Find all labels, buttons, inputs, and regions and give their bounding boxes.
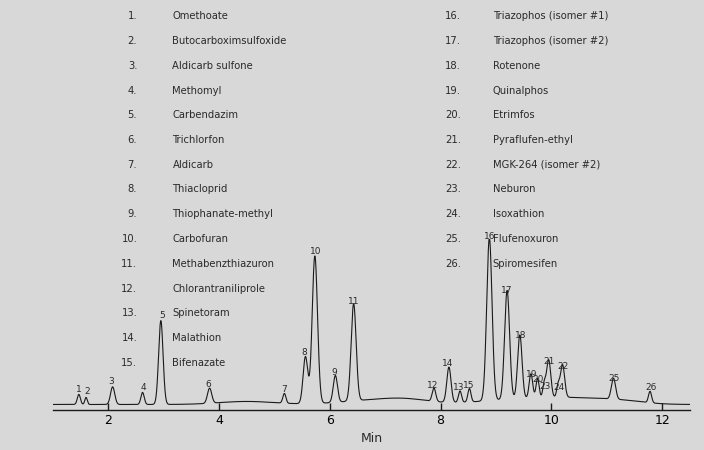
Text: Spinetoram: Spinetoram	[172, 308, 230, 318]
Text: 25: 25	[608, 374, 620, 382]
Text: 25.: 25.	[445, 234, 461, 244]
Text: 22.: 22.	[445, 160, 461, 170]
Text: 23.: 23.	[445, 184, 461, 194]
Text: Aldicarb: Aldicarb	[172, 160, 213, 170]
Text: 1: 1	[76, 385, 82, 394]
Text: 13: 13	[453, 383, 465, 392]
Text: Chlorantraniliprole: Chlorantraniliprole	[172, 284, 265, 293]
Text: 22: 22	[558, 362, 569, 371]
Text: 26.: 26.	[445, 259, 461, 269]
Text: 11: 11	[348, 297, 360, 306]
Text: 20: 20	[532, 375, 543, 384]
Text: 21: 21	[543, 357, 555, 366]
Text: 10.: 10.	[121, 234, 137, 244]
Text: Bifenazate: Bifenazate	[172, 358, 226, 368]
Text: Omethoate: Omethoate	[172, 11, 228, 21]
Text: 5.: 5.	[127, 110, 137, 120]
Text: 16: 16	[484, 232, 496, 241]
X-axis label: Min: Min	[360, 432, 382, 445]
Text: 4.: 4.	[128, 86, 137, 95]
Text: 19.: 19.	[445, 86, 461, 95]
Text: Neburon: Neburon	[493, 184, 535, 194]
Text: 10: 10	[310, 247, 321, 256]
Text: MGK-264 (isomer #2): MGK-264 (isomer #2)	[493, 160, 600, 170]
Text: 11.: 11.	[121, 259, 137, 269]
Text: 16.: 16.	[445, 11, 461, 21]
Text: 21.: 21.	[445, 135, 461, 145]
Text: 14: 14	[441, 360, 453, 369]
Text: 14.: 14.	[121, 333, 137, 343]
Text: Quinalphos: Quinalphos	[493, 86, 549, 95]
Text: 2: 2	[84, 387, 90, 396]
Text: 26: 26	[645, 383, 656, 392]
Text: Triazophos (isomer #1): Triazophos (isomer #1)	[493, 11, 608, 21]
Text: Butocarboximsulfoxide: Butocarboximsulfoxide	[172, 36, 287, 46]
Text: 3.: 3.	[128, 61, 137, 71]
Text: 15: 15	[463, 381, 474, 390]
Text: Spiromesifen: Spiromesifen	[493, 259, 558, 269]
Text: 24.: 24.	[445, 209, 461, 219]
Text: Thiophanate-methyl: Thiophanate-methyl	[172, 209, 273, 219]
Text: Malathion: Malathion	[172, 333, 222, 343]
Text: 17: 17	[501, 286, 513, 295]
Text: 15.: 15.	[121, 358, 137, 368]
Text: 9.: 9.	[127, 209, 137, 219]
Text: 19: 19	[527, 370, 538, 379]
Text: 20.: 20.	[445, 110, 461, 120]
Text: 8: 8	[301, 348, 307, 357]
Text: Methomyl: Methomyl	[172, 86, 222, 95]
Text: 6: 6	[205, 379, 210, 388]
Text: 6.: 6.	[127, 135, 137, 145]
Text: Methabenzthiazuron: Methabenzthiazuron	[172, 259, 275, 269]
Text: 1.: 1.	[127, 11, 137, 21]
Text: 4: 4	[141, 382, 146, 392]
Text: 18: 18	[515, 331, 526, 340]
Text: 9: 9	[332, 368, 337, 377]
Text: 18.: 18.	[445, 61, 461, 71]
Text: 13.: 13.	[121, 308, 137, 318]
Text: Carbendazim: Carbendazim	[172, 110, 239, 120]
Text: Pyraflufen-ethyl: Pyraflufen-ethyl	[493, 135, 572, 145]
Text: 12: 12	[427, 381, 439, 390]
Text: Flufenoxuron: Flufenoxuron	[493, 234, 558, 244]
Text: Isoxathion: Isoxathion	[493, 209, 544, 219]
Text: Rotenone: Rotenone	[493, 61, 540, 71]
Text: 5: 5	[160, 311, 165, 320]
Text: 17.: 17.	[445, 36, 461, 46]
Text: 23: 23	[539, 382, 551, 391]
Text: 12.: 12.	[121, 284, 137, 293]
Text: Etrimfos: Etrimfos	[493, 110, 534, 120]
Text: Aldicarb sulfone: Aldicarb sulfone	[172, 61, 253, 71]
Text: Triazophos (isomer #2): Triazophos (isomer #2)	[493, 36, 608, 46]
Text: 24: 24	[553, 383, 564, 392]
Text: 3: 3	[108, 377, 114, 386]
Text: 7.: 7.	[127, 160, 137, 170]
Text: Carbofuran: Carbofuran	[172, 234, 229, 244]
Text: 7: 7	[282, 385, 287, 394]
Text: Thiacloprid: Thiacloprid	[172, 184, 228, 194]
Text: Trichlorfon: Trichlorfon	[172, 135, 225, 145]
Text: 2.: 2.	[127, 36, 137, 46]
Text: 8.: 8.	[128, 184, 137, 194]
